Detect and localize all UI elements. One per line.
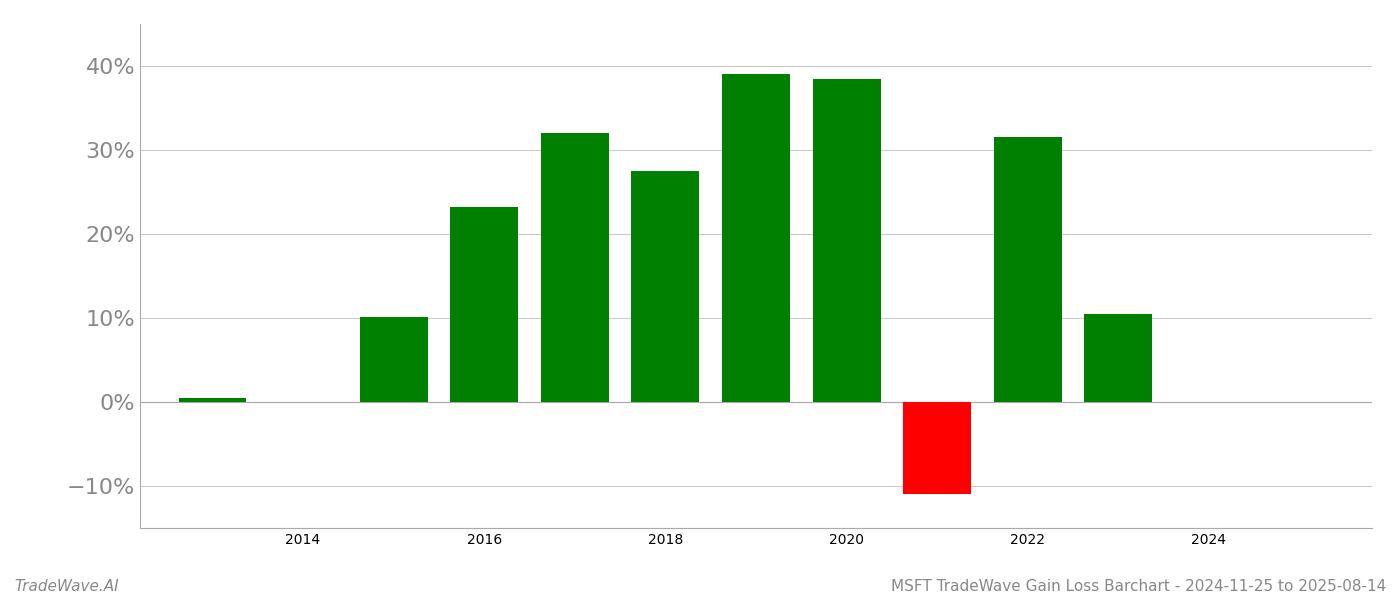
Bar [631,171,700,402]
Bar [812,79,881,402]
Bar [179,398,246,402]
Bar [722,74,790,402]
Text: MSFT TradeWave Gain Loss Barchart - 2024-11-25 to 2025-08-14: MSFT TradeWave Gain Loss Barchart - 2024… [890,579,1386,594]
Bar [1085,314,1152,402]
Bar [540,133,609,402]
Bar [903,402,972,494]
Text: TradeWave.AI: TradeWave.AI [14,579,119,594]
Bar [994,137,1061,402]
Bar [360,317,427,402]
Bar [451,207,518,402]
